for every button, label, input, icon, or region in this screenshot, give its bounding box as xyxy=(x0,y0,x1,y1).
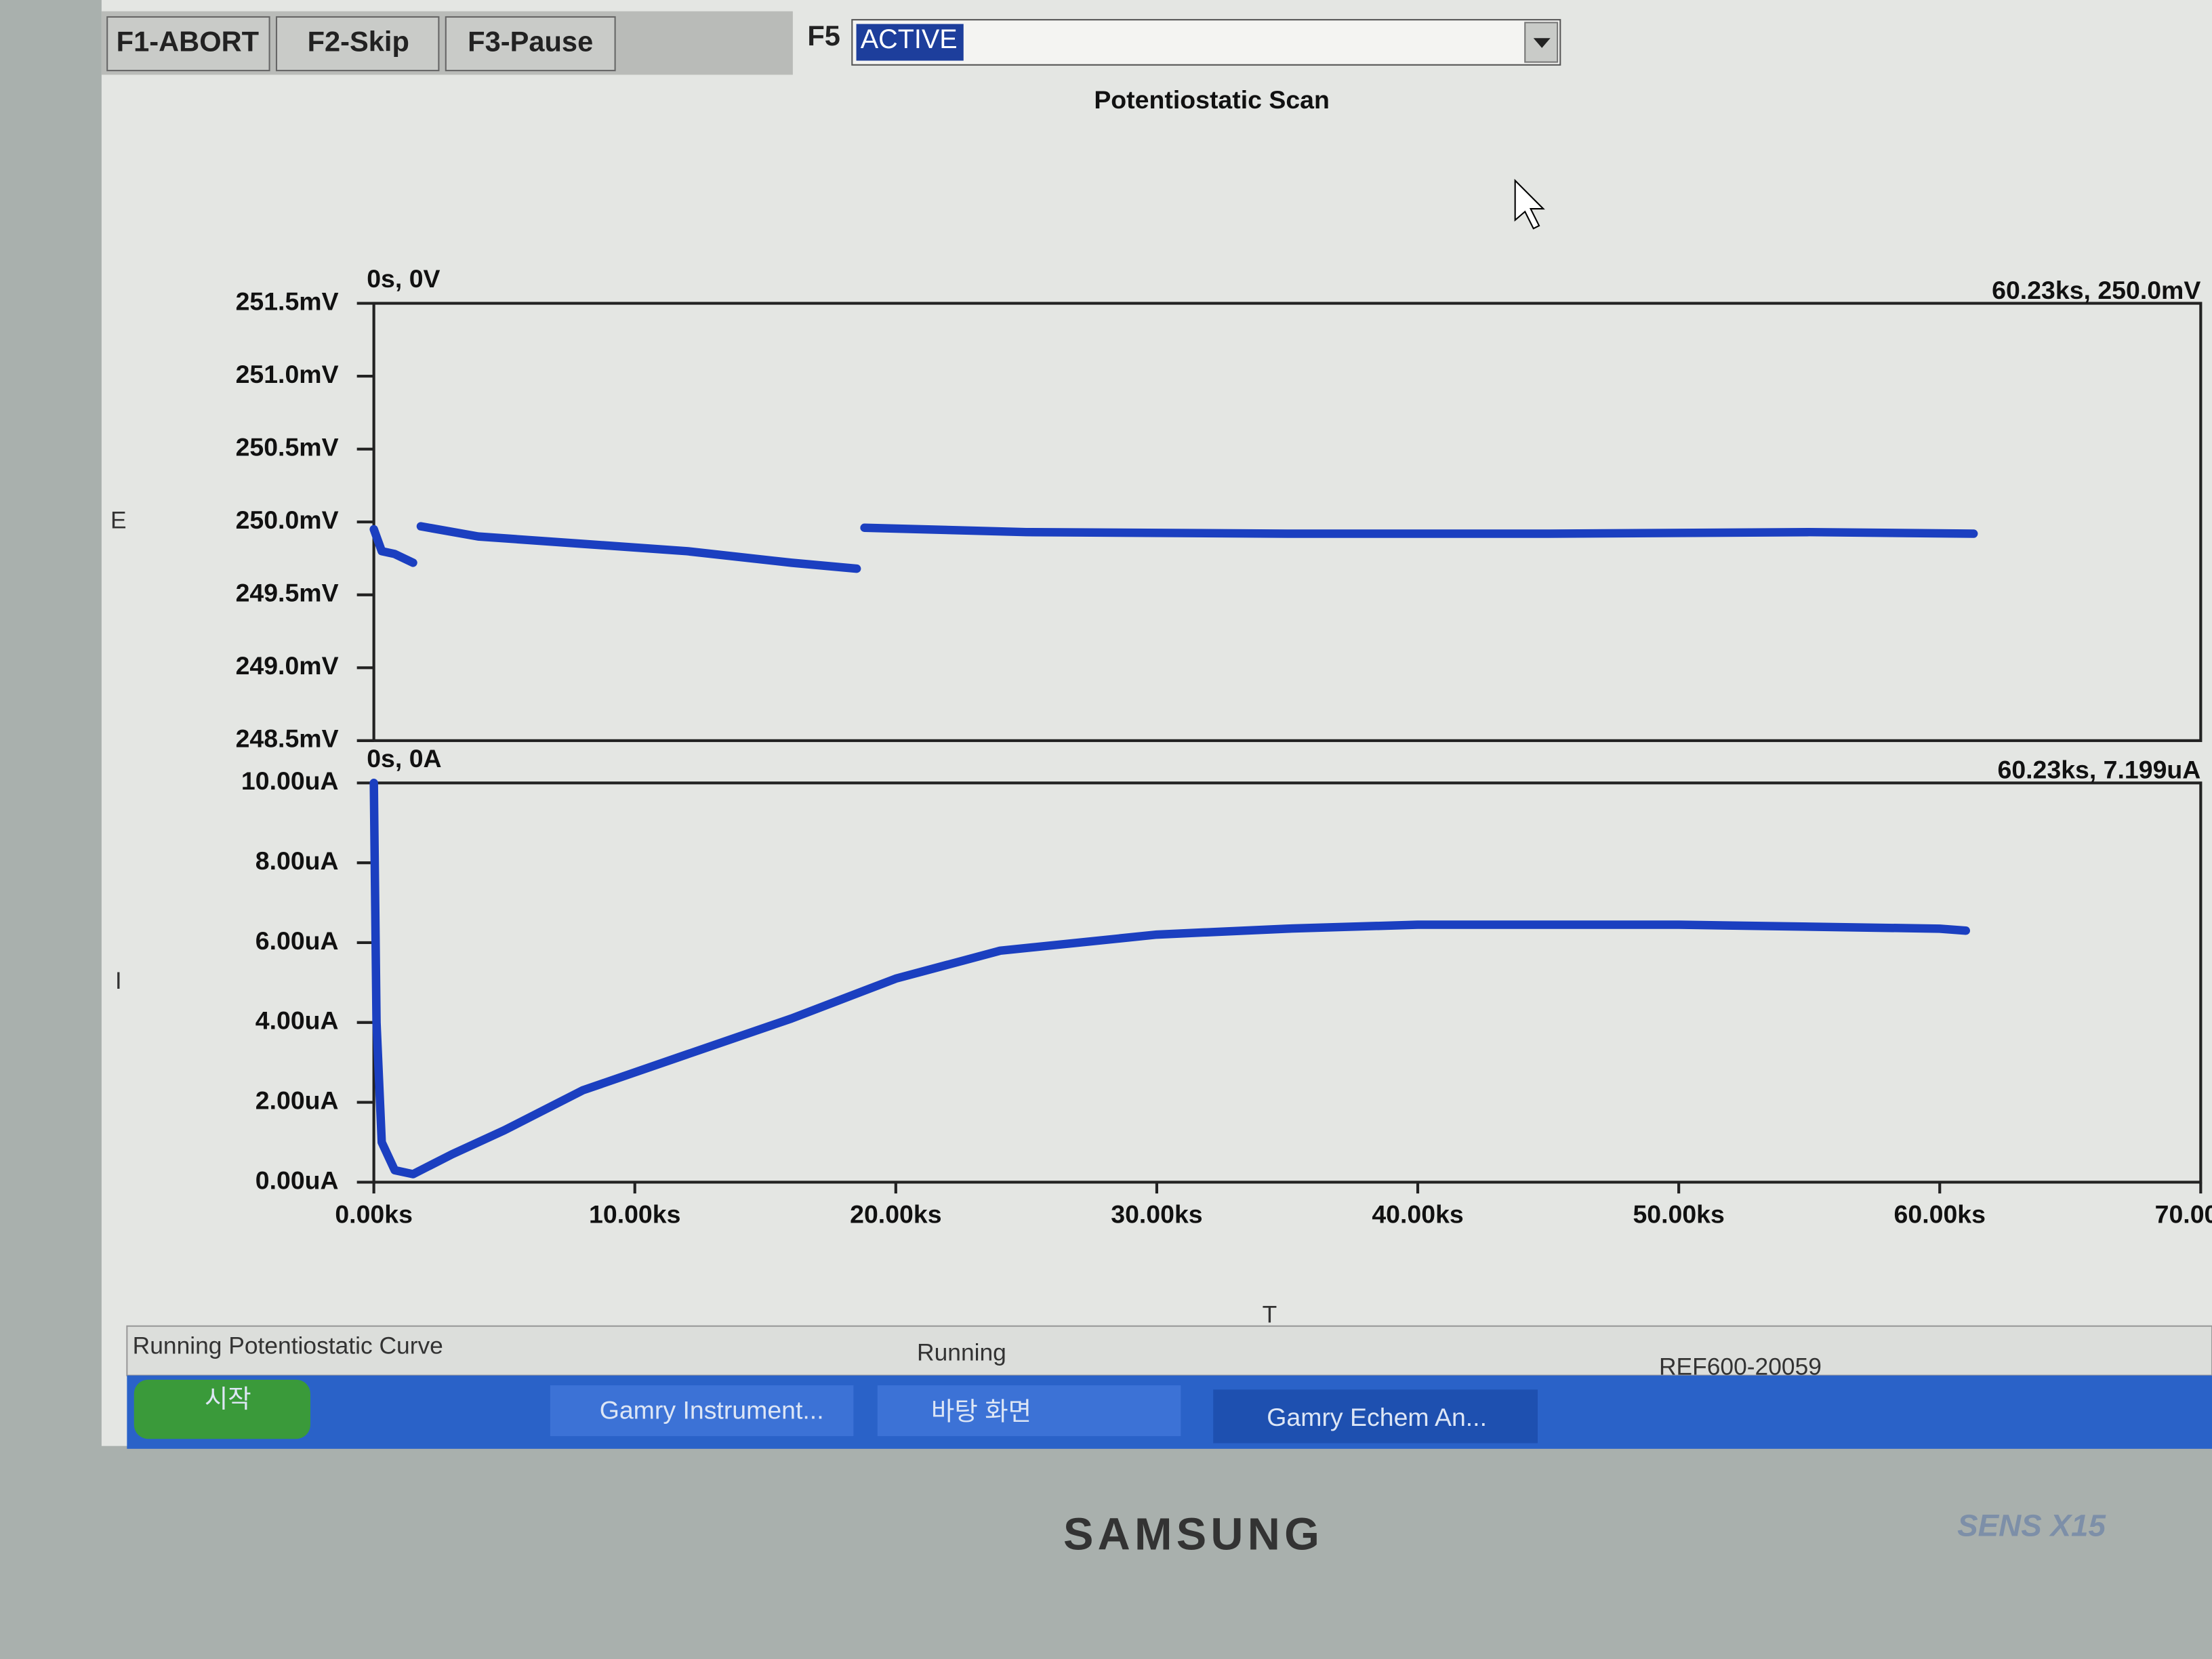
brand: SAMSUNG xyxy=(1063,1510,1324,1560)
x-tick-label: 50.00ks xyxy=(1633,1200,1724,1228)
model: SENS X15 xyxy=(1957,1509,2106,1543)
x-tick-label: 70.00ks xyxy=(2155,1200,2212,1228)
arrow-icon xyxy=(1533,38,1551,48)
button-label[interactable]: F3-Pause xyxy=(468,26,593,58)
y-axis-label: I xyxy=(115,968,122,994)
chart-title: Potentiostatic Scan xyxy=(1094,85,1330,114)
task-button[interactable] xyxy=(550,1385,854,1437)
y-tick-label: 249.5mV xyxy=(236,579,339,607)
y-tick-label: 250.0mV xyxy=(236,506,339,534)
window xyxy=(101,0,2212,1446)
y-tick-label: 6.00uA xyxy=(255,926,339,955)
y-axis-label: E xyxy=(110,508,127,534)
task-label[interactable]: 바탕 화면 xyxy=(931,1397,1031,1426)
annotation: 0s, 0A xyxy=(367,744,441,773)
mouse-cursor xyxy=(1514,178,1545,230)
combo-value[interactable]: ACTIVE xyxy=(861,24,958,54)
x-tick-label: 20.00ks xyxy=(850,1200,941,1228)
start-label[interactable]: 시작 xyxy=(205,1385,251,1413)
button-label[interactable]: F2-Skip xyxy=(308,26,409,58)
status-text: Running Potentiostatic Curve xyxy=(133,1332,443,1359)
annotation: 60.23ks, 7.199uA xyxy=(1997,756,2200,784)
x-tick-label: 0.00ks xyxy=(335,1200,413,1228)
y-tick-label: 8.00uA xyxy=(255,846,339,875)
x-axis-label: T xyxy=(1263,1302,1277,1328)
button[interactable] xyxy=(275,16,440,72)
y-tick-label: 251.0mV xyxy=(236,360,339,388)
combo-arrow[interactable] xyxy=(1524,22,1559,63)
selection xyxy=(856,24,964,61)
plots: 248.5mV 249.0mV 249.5mV 250.0mV 250.5mV 251.0… xyxy=(110,264,2212,1328)
y-tick-label: 250.5mV xyxy=(236,433,339,462)
annotation: 60.23ks, 250.0mV xyxy=(1992,276,2200,304)
data-line xyxy=(369,779,1970,1179)
data-line xyxy=(369,522,1978,573)
task-label[interactable]: Gamry Instrument... xyxy=(600,1396,824,1425)
task-button[interactable] xyxy=(1213,1389,1538,1443)
x-tick-label: 10.00ks xyxy=(589,1200,680,1228)
button[interactable] xyxy=(106,16,270,72)
button[interactable] xyxy=(445,16,616,72)
x-tick-label: 40.00ks xyxy=(1372,1200,1463,1228)
start-button[interactable] xyxy=(134,1379,310,1439)
y-tick-label: 4.00uA xyxy=(255,1006,339,1035)
task-button[interactable] xyxy=(877,1385,1181,1437)
x-tick-label: 60.00ks xyxy=(1894,1200,1986,1228)
combo-box[interactable] xyxy=(851,19,1561,66)
y-tick-label: 251.5mV xyxy=(236,287,339,315)
y-tick-label: 248.5mV xyxy=(236,724,339,753)
button-label[interactable]: F1-ABORT xyxy=(117,26,259,58)
y-tick-label: 10.00uA xyxy=(241,766,339,795)
y-tick-label: 2.00uA xyxy=(255,1086,339,1114)
y-tick-label: 249.0mV xyxy=(236,651,339,680)
task-label[interactable]: Gamry Echem An... xyxy=(1267,1403,1487,1431)
annotation: 0s, 0V xyxy=(367,264,440,293)
y-tick-label: 0.00uA xyxy=(255,1166,339,1194)
key-label: F5 xyxy=(807,20,840,52)
x-tick-label: 30.00ks xyxy=(1111,1200,1202,1228)
status-text: Running xyxy=(917,1340,1006,1366)
